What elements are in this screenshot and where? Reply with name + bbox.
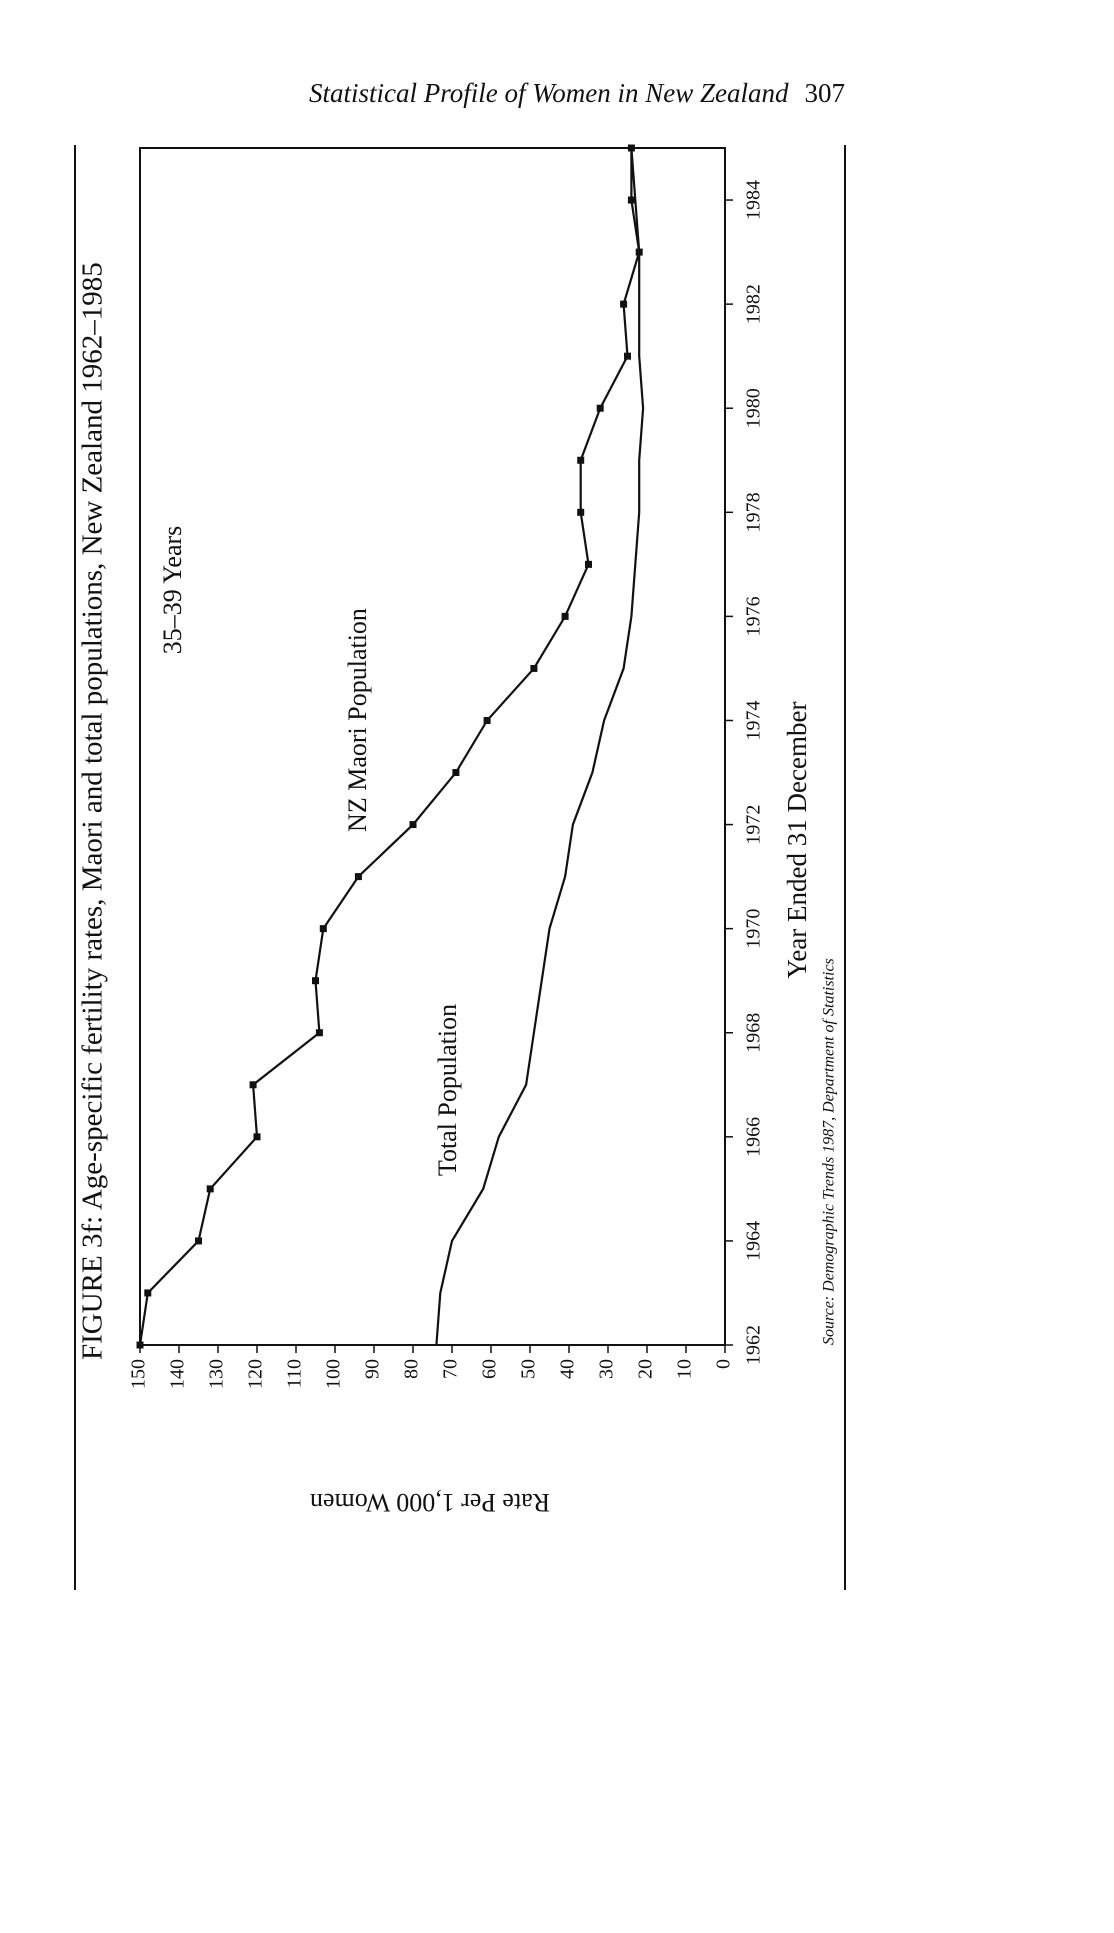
point-marker — [319, 925, 327, 933]
y-tick-label: 70 — [440, 1359, 462, 1379]
series-label: NZ Maori Population — [343, 608, 372, 832]
point-marker — [585, 560, 592, 568]
subtitle: 35–39 Years — [158, 526, 187, 655]
y-tick-label: 30 — [596, 1359, 618, 1379]
point-marker — [409, 821, 417, 829]
chart-title: FIGURE 3f: Age-specific fertility rates,… — [77, 262, 109, 1360]
plot-frame — [139, 147, 726, 1346]
point-marker — [483, 716, 491, 724]
point-marker — [452, 769, 460, 777]
y-tick-label: 80 — [401, 1359, 423, 1379]
y-tick-label: 140 — [167, 1359, 189, 1389]
y-tick-label: 90 — [362, 1359, 384, 1379]
x-tick-label: 1984 — [743, 180, 765, 220]
y-tick-label: 20 — [635, 1359, 657, 1379]
y-tick-label: 100 — [323, 1359, 345, 1389]
source-note: Source: Demographic Trends 1987, Departm… — [821, 958, 838, 1345]
y-tick-label: 0 — [713, 1359, 735, 1369]
point-marker — [596, 404, 604, 412]
chart: FIGURE 3f: Age-specific fertility rates,… — [77, 144, 838, 1389]
y-tick-label: 60 — [479, 1359, 501, 1379]
running-header: Statistical Profile of Women in New Zeal… — [309, 78, 845, 108]
point-marker — [312, 977, 319, 985]
x-tick-label: 1966 — [743, 1117, 765, 1157]
y-tick-label: 10 — [674, 1359, 696, 1379]
point-marker — [253, 1133, 261, 1141]
y-tick-label: 150 — [128, 1359, 150, 1389]
point-marker — [561, 612, 569, 620]
point-marker — [577, 456, 585, 464]
series-line — [435, 147, 645, 1346]
x-tick-label: 1962 — [743, 1325, 765, 1365]
point-marker — [249, 1081, 257, 1089]
x-tick-label: 1980 — [743, 388, 765, 428]
y-tick-label: 120 — [245, 1359, 267, 1389]
page-number: 307 — [805, 78, 846, 108]
point-marker — [577, 508, 585, 516]
x-tick-label: 1968 — [743, 1013, 765, 1053]
point-marker — [354, 873, 362, 881]
x-axis-label: Year Ended 31 December — [782, 702, 812, 979]
header-title: Statistical Profile of Women in New Zeal… — [309, 78, 789, 108]
y-tick-label: 130 — [206, 1359, 228, 1389]
point-marker — [624, 352, 631, 360]
y-tick-label: 50 — [518, 1359, 540, 1379]
x-tick-label: 1974 — [743, 700, 765, 740]
x-tick-label: 1970 — [743, 909, 765, 949]
series-line — [138, 148, 641, 1346]
point-marker — [627, 196, 635, 204]
x-tick-label: 1976 — [743, 596, 765, 636]
series-label: Total Population — [433, 1004, 462, 1176]
x-tick-label: 1964 — [743, 1221, 765, 1261]
point-marker — [530, 664, 538, 672]
point-marker — [144, 1289, 152, 1297]
point-marker — [195, 1237, 202, 1245]
point-marker — [315, 1029, 323, 1037]
x-tick-label: 1972 — [743, 805, 765, 845]
x-tick-label: 1982 — [743, 284, 765, 324]
y-tick-label: 40 — [557, 1359, 579, 1379]
point-marker — [206, 1185, 214, 1193]
y-axis-label: Rate Per 1,000 Women — [310, 1488, 550, 1517]
y-tick-label: 110 — [284, 1359, 306, 1388]
x-tick-label: 1978 — [743, 492, 765, 532]
point-marker — [136, 1341, 144, 1349]
point-marker — [620, 300, 628, 308]
